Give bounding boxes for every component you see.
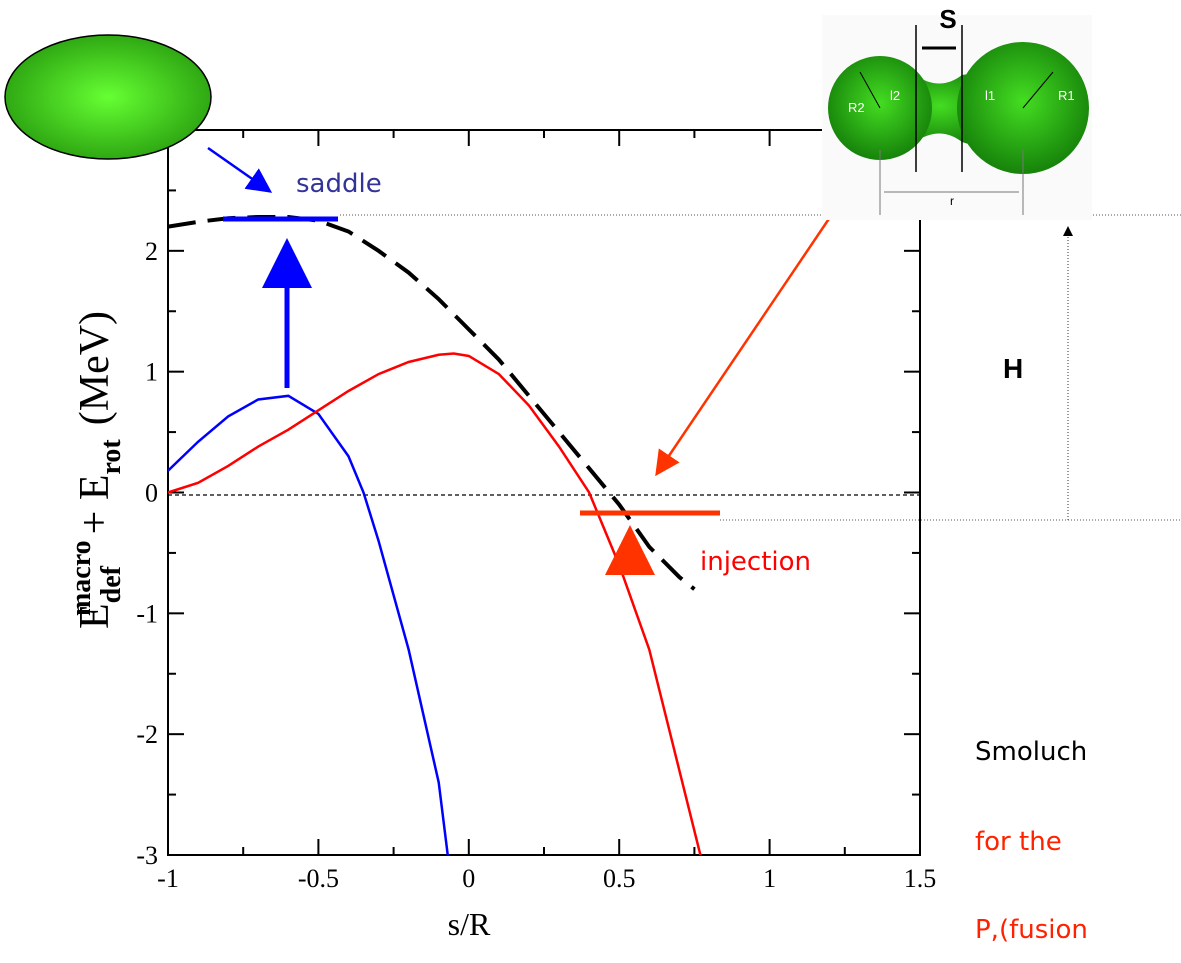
pointer-arrow (207, 146, 273, 193)
x-tick-label: 1.5 (904, 864, 937, 893)
x-tick-label: -0.5 (298, 864, 339, 893)
annotation: H (1003, 353, 1023, 384)
x-tick-label: 1 (763, 864, 776, 893)
figure-label: l2 (890, 88, 900, 103)
x-axis-label: s/R (448, 906, 491, 942)
figure-label: S (939, 4, 956, 34)
body-text: Smoluch (975, 737, 1087, 767)
plot-frame (167, 129, 921, 856)
figure-label: R1 (1058, 88, 1075, 103)
y-tick-label: 0 (145, 479, 158, 508)
dinuclear-figure: S r R2 l2 l1 R1 (822, 4, 1092, 220)
y-tick-label: 2 (145, 237, 158, 266)
y-tick-label: 1 (145, 358, 158, 387)
spheroid (4, 34, 212, 160)
y-label-part: macro (66, 540, 97, 616)
axes: -1 -0.5 0 0.5 1 1.5 -3 -2 -1 0 1 2 (136, 129, 937, 893)
figure-label: l1 (985, 88, 995, 103)
y-label-part: (MeV) (72, 311, 118, 425)
body-text: P,(fusion (975, 915, 1088, 945)
series-line (168, 394, 449, 855)
plot-area (168, 215, 702, 855)
series-line (168, 352, 702, 855)
body-text: for the (975, 827, 1062, 857)
annotation: injection (700, 547, 811, 577)
y-label-part: def (96, 565, 127, 603)
x-tick-label: -1 (157, 864, 179, 893)
y-tick-label: -2 (136, 720, 158, 749)
x-tick-label: 0 (462, 864, 475, 893)
y-label-part: + E (72, 475, 118, 535)
series-line (168, 215, 696, 591)
pointer-arrow (655, 194, 847, 477)
y-tick-label: -3 (136, 841, 158, 870)
figure-label: r (950, 194, 954, 208)
annotation: saddle (296, 169, 382, 199)
figure-label: R2 (848, 100, 865, 115)
y-label-part: E (72, 603, 118, 629)
y-axis-label: Edefmacro + Erot (MeV) (66, 311, 127, 629)
x-tick-label: 0.5 (603, 864, 636, 893)
y-label-part: rot (96, 439, 127, 475)
y-tick-label: -1 (136, 599, 158, 628)
